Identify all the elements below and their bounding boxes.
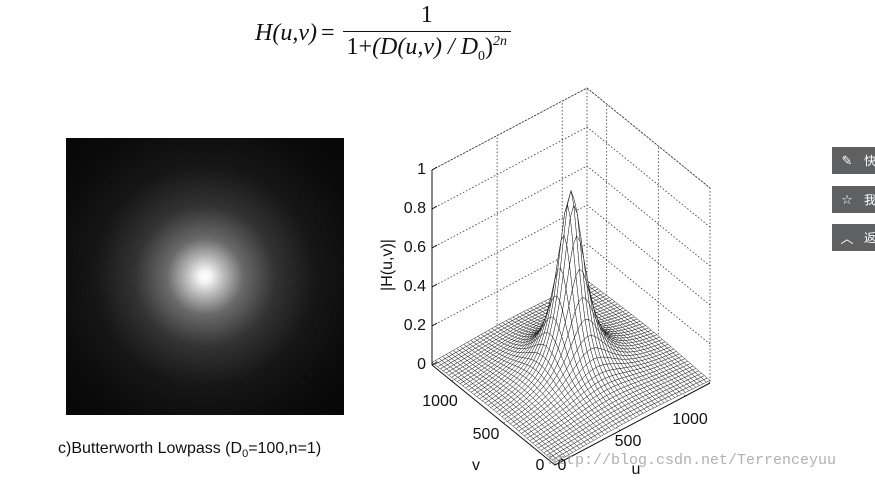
- watermark: http://blog.csdn.net/Terrenceyuu: [548, 452, 837, 469]
- icon: ☆: [841, 191, 853, 207]
- den-close: ): [485, 34, 494, 60]
- v-tick-label: 1000: [422, 393, 458, 410]
- v-tick-label: 500: [473, 426, 500, 443]
- den-body: (D(u,v) / D: [372, 34, 479, 60]
- formula-eq: =: [320, 19, 335, 46]
- side-label: 返: [864, 231, 875, 245]
- v-tick-label: 0: [536, 457, 545, 474]
- z-tick-label: 0.8: [404, 200, 426, 217]
- surface-cell: [551, 457, 559, 463]
- icon: ✎: [841, 152, 853, 168]
- z-axis-label: |H(u,v)|: [379, 239, 396, 291]
- side-label: 我: [864, 193, 875, 207]
- tick-mark: [431, 322, 438, 327]
- u-axis-label: u: [632, 461, 641, 478]
- tick-mark: [431, 283, 438, 288]
- denominator: 1+(D(u,v) / D0)2n: [342, 31, 512, 65]
- numerator: 1: [420, 2, 433, 28]
- u-tick-label: 0: [558, 457, 567, 474]
- z-tick-label: 0.4: [404, 278, 426, 295]
- filter-image: [66, 138, 344, 415]
- tick-mark: [431, 361, 438, 366]
- side-button[interactable]: ︿ 返: [832, 224, 875, 251]
- tick-mark: [431, 166, 438, 171]
- tick-mark: [431, 205, 438, 210]
- den-exp: 2n: [493, 34, 508, 49]
- u-tick-label: 500: [615, 433, 642, 450]
- den-sub: 0: [478, 48, 486, 64]
- icon: ︿: [840, 231, 854, 246]
- side-button[interactable]: ✎ 快: [832, 147, 875, 174]
- fraction: 1 1+(D(u,v) / D0)2n: [342, 2, 512, 65]
- formula: H(u,v) = 1 1+(D(u,v) / D0)2n: [255, 2, 512, 65]
- u-tick-label: 1000: [672, 411, 708, 428]
- v-axis-label: v: [472, 457, 480, 474]
- caption-prefix: c)Butterworth Lowpass (D: [58, 440, 243, 457]
- side-label: 快: [864, 154, 875, 168]
- z-tick-label: 0: [417, 356, 426, 373]
- caption-sub: 0: [242, 448, 249, 461]
- grid-line: [431, 126, 711, 228]
- caption: c)Butterworth Lowpass (D0=100,n=1): [58, 440, 321, 460]
- tick-mark: [431, 244, 438, 249]
- z-tick-label: 0.2: [404, 317, 426, 334]
- den-prefix: 1+: [346, 34, 373, 60]
- grid-line: [431, 87, 711, 189]
- formula-lhs: H(u,v): [255, 19, 317, 46]
- caption-suffix: =100,n=1): [248, 440, 322, 457]
- side-button[interactable]: ☆ 我: [832, 186, 875, 213]
- z-tick-label: 1: [417, 161, 426, 178]
- floor-edge: [431, 364, 711, 466]
- z-tick-label: 0.6: [404, 239, 426, 256]
